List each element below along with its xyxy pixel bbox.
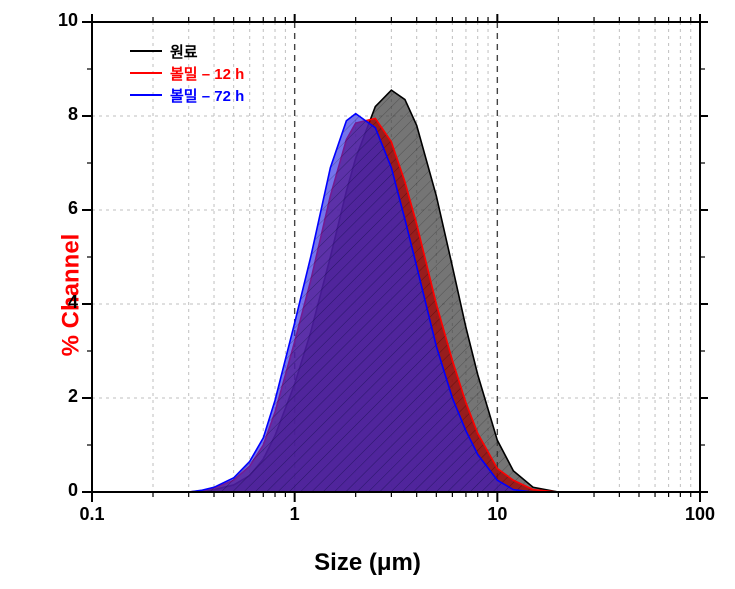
y-tick-label: 2 <box>68 386 78 407</box>
x-tick-label: 0.1 <box>70 504 114 525</box>
legend-item: 원료 <box>130 40 244 62</box>
y-tick-label: 4 <box>68 292 78 313</box>
legend: 원료볼밀 – 12 h볼밀 – 72 h <box>130 40 244 106</box>
legend-label: 원료 <box>170 41 198 62</box>
y-tick-label: 6 <box>68 198 78 219</box>
x-axis-title: Size (μm) <box>314 549 421 577</box>
legend-swatch <box>130 94 162 96</box>
y-tick-label: 8 <box>68 104 78 125</box>
legend-swatch <box>130 50 162 52</box>
y-tick-label: 0 <box>68 480 78 501</box>
legend-label: 볼밀 – 12 h <box>170 63 244 84</box>
x-tick-label: 10 <box>475 504 519 525</box>
chart-svg <box>0 0 735 589</box>
x-tick-label: 100 <box>678 504 722 525</box>
x-axis-label-text: Size (μm) <box>314 549 421 576</box>
legend-label: 볼밀 – 72 h <box>170 85 244 106</box>
legend-item: 볼밀 – 12 h <box>130 62 244 84</box>
chart-container: % Channel Size (μm) 원료볼밀 – 12 h볼밀 – 72 h… <box>0 0 735 589</box>
legend-swatch <box>130 72 162 74</box>
legend-item: 볼밀 – 72 h <box>130 84 244 106</box>
y-tick-label: 10 <box>58 10 78 31</box>
x-tick-label: 1 <box>273 504 317 525</box>
